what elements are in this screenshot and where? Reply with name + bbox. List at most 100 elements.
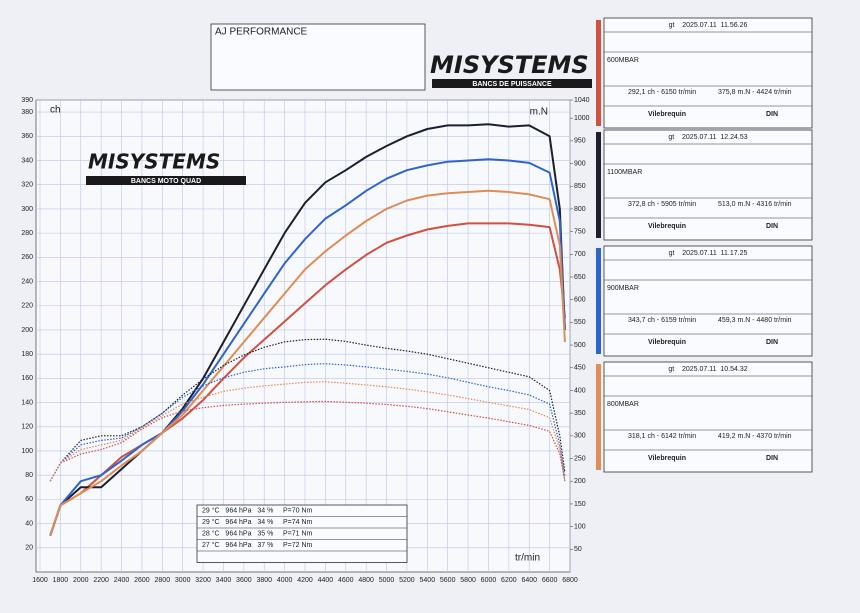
power-line: [49, 158, 566, 537]
y-tick-label: 180: [21, 351, 33, 358]
x-tick-label: 6400: [521, 577, 537, 584]
run-panel: [603, 17, 813, 129]
y2-tick-label: 350: [574, 410, 586, 417]
torque-line: [49, 400, 566, 482]
run-panel: [603, 361, 813, 473]
x-tick-label: 6000: [481, 577, 497, 584]
conditions-box: [196, 504, 408, 563]
torque-line: [49, 363, 566, 482]
x-tick-label: 3600: [236, 577, 252, 584]
x-tick-label: 5000: [379, 577, 395, 584]
y2-tick-label: 850: [574, 183, 586, 190]
run-standard: DIN: [766, 455, 778, 462]
x-tick-label: 3000: [175, 577, 191, 584]
x-tick-label: 4600: [338, 577, 354, 584]
y-tick-label: 140: [21, 399, 33, 406]
y2-tick-label: 450: [574, 365, 586, 372]
y2-tick-label: 500: [574, 342, 586, 349]
y-tick-label: 340: [21, 157, 33, 164]
x-tick-label: 2800: [155, 577, 171, 584]
run-crank: Vilebrequin: [648, 223, 686, 230]
condition-row: 29 °C 964 hPa 34 % P=74 Nm: [202, 518, 313, 526]
x-tick-label: 2000: [73, 577, 89, 584]
y-tick-label: 160: [21, 375, 33, 382]
y2-tick-label: 750: [574, 228, 586, 235]
chart-logo-tagline: BANCS MOTO QUAD: [131, 178, 201, 185]
y-tick-label: 320: [21, 182, 33, 189]
x-axis-label: tr/min: [515, 553, 540, 564]
x-tick-label: 3800: [256, 577, 272, 584]
y2-tick-label: 800: [574, 206, 586, 213]
y-tick-label: 220: [21, 303, 33, 310]
y2-tick-label: 100: [574, 523, 586, 530]
run-torque: 375,8 m.N - 4424 tr/min: [718, 89, 792, 96]
y-tick-label: 260: [21, 254, 33, 261]
y2-axis-label: m.N: [530, 107, 548, 118]
y-tick-label: 300: [21, 206, 33, 213]
condition-row: 27 °C 964 hPa 37 % P=72 Nm: [202, 541, 313, 549]
header-box: [210, 23, 426, 91]
run-power: 343,7 ch - 6159 tr/min: [628, 317, 696, 324]
run-crank: Vilebrequin: [648, 339, 686, 346]
run-name: 900MBAR: [607, 285, 639, 292]
run-crank: Vilebrequin: [648, 111, 686, 118]
run-panel: [603, 129, 813, 241]
power-line: [49, 189, 566, 537]
x-tick-label: 5800: [460, 577, 476, 584]
x-tick-label: 4000: [277, 577, 293, 584]
run-color-bar: [596, 248, 601, 354]
run-name: 1100MBAR: [607, 169, 642, 176]
y2-tick-label: 150: [574, 501, 586, 508]
y2-tick-label: 300: [574, 433, 586, 440]
run-date: gt 2025.07.11 11.56.26: [669, 22, 748, 29]
x-tick-label: 2200: [93, 577, 109, 584]
power-line: [49, 222, 566, 537]
run-name: 600MBAR: [607, 57, 639, 64]
y2-tick-label: 200: [574, 478, 586, 485]
y-axis-label: ch: [50, 105, 61, 116]
chart-logo-band: [86, 176, 246, 185]
run-color-bar: [596, 132, 601, 238]
run-color-bar: [596, 364, 601, 470]
x-tick-label: 2400: [114, 577, 130, 584]
x-tick-label: 6600: [542, 577, 558, 584]
y-tick-label: 280: [21, 230, 33, 237]
x-tick-label: 3400: [216, 577, 232, 584]
logo-tagline: BANCS DE PUISSANCE: [472, 81, 552, 88]
logo-band: [432, 79, 592, 88]
y-tick-label: 390: [21, 97, 33, 104]
y-tick-label: 200: [21, 327, 33, 334]
torque-line: [49, 381, 566, 482]
logo-brand: MISYSTEMS: [430, 51, 589, 79]
y2-tick-label: 400: [574, 387, 586, 394]
y2-tick-label: 700: [574, 251, 586, 258]
condition-row: 29 °C 964 hPa 34 % P=70 Nm: [202, 507, 313, 515]
run-date: gt 2025.07.11 11.17.25: [669, 250, 748, 257]
y2-tick-label: 900: [574, 160, 586, 167]
x-tick-label: 1800: [53, 577, 69, 584]
x-tick-label: 5200: [399, 577, 415, 584]
y-tick-label: 80: [25, 472, 33, 479]
run-date: gt 2025.07.11 10.54.32: [668, 366, 747, 373]
run-standard: DIN: [766, 223, 778, 230]
run-torque: 459,3 m.N - 4480 tr/min: [718, 317, 792, 324]
run-panel: [603, 245, 813, 357]
x-tick-label: 4400: [318, 577, 334, 584]
run-name: 800MBAR: [607, 401, 639, 408]
y-tick-label: 360: [21, 133, 33, 140]
x-tick-label: 1600: [32, 577, 48, 584]
y-tick-label: 60: [25, 496, 33, 503]
y-tick-label: 20: [25, 545, 33, 552]
x-tick-label: 2600: [134, 577, 150, 584]
run-crank: Vilebrequin: [648, 455, 686, 462]
condition-row: 28 °C 964 hPa 35 % P=71 Nm: [202, 530, 313, 538]
x-tick-label: 5400: [420, 577, 436, 584]
run-torque: 419,2 m.N - 4370 tr/min: [718, 433, 792, 440]
x-tick-label: 6200: [501, 577, 517, 584]
run-power: 372,8 ch - 5905 tr/min: [628, 201, 696, 208]
run-power: 292,1 ch - 6150 tr/min: [628, 89, 696, 96]
x-tick-label: 6800: [562, 577, 578, 584]
run-power: 318,1 ch - 6142 tr/min: [628, 433, 696, 440]
y2-tick-label: 1040: [574, 97, 590, 104]
y2-tick-label: 250: [574, 455, 586, 462]
